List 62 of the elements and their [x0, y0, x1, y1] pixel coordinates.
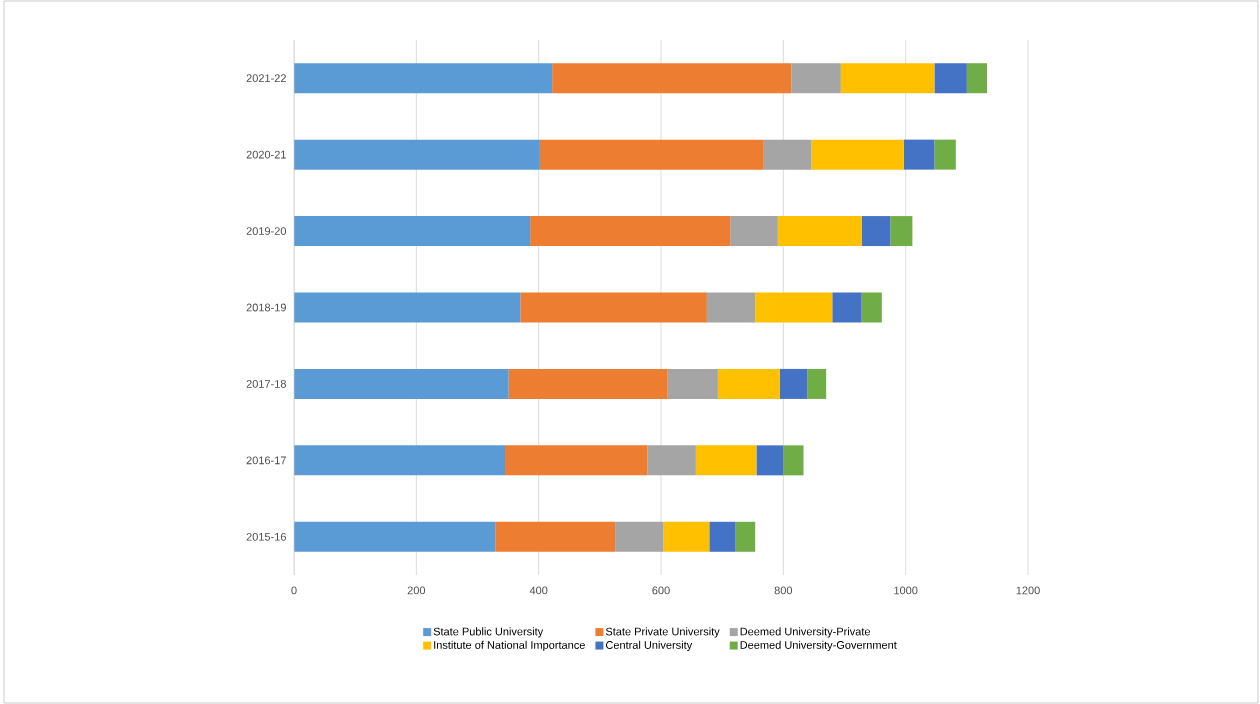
bar [861, 292, 882, 323]
bar [552, 63, 792, 94]
bar [539, 139, 764, 170]
bar [663, 521, 710, 552]
bar [706, 292, 756, 323]
y-tick-label: 2020-21 [246, 150, 286, 159]
bar [966, 63, 988, 94]
bar [294, 216, 531, 247]
bar [647, 445, 696, 476]
x-tick-label: 0 [291, 586, 297, 595]
bar [903, 139, 935, 170]
bar [294, 292, 521, 323]
bar [709, 521, 736, 552]
legend-label: State Public University [433, 627, 544, 638]
x-tick-label: 200 [407, 586, 426, 595]
bar [861, 216, 891, 247]
bar [294, 139, 540, 170]
bar [755, 292, 833, 323]
y-tick-label: 2015-16 [246, 532, 286, 541]
bar [763, 139, 812, 170]
legend-label: Institute of National Importance [434, 640, 585, 652]
legend-label: Deemed University-Private [740, 627, 871, 638]
bar [777, 216, 862, 247]
bar [811, 139, 904, 170]
bar [695, 445, 757, 476]
x-tick-label: 400 [529, 586, 548, 595]
bar [667, 368, 718, 399]
y-tick-label: 2018-19 [246, 303, 286, 312]
bar [530, 216, 731, 247]
bar [791, 63, 841, 94]
bar [294, 521, 496, 552]
x-tick-label: 800 [774, 586, 793, 595]
x-tick-label: 1200 [1016, 586, 1040, 595]
legend-label: Deemed University-Government [740, 640, 897, 652]
bar [783, 445, 804, 476]
bar [294, 368, 509, 399]
bar [505, 445, 648, 476]
bar [890, 216, 913, 247]
bar [934, 139, 956, 170]
bar [717, 368, 780, 399]
bar [807, 368, 827, 399]
y-tick-label: 2016-17 [246, 456, 286, 465]
bar [730, 216, 778, 247]
bar [779, 368, 808, 399]
bar [735, 521, 756, 552]
y-tick-label: 2019-20 [246, 227, 287, 235]
bar [934, 63, 967, 94]
x-tick-label: 1000 [894, 586, 918, 595]
bar [520, 292, 707, 323]
bar [294, 445, 506, 476]
bar [756, 445, 784, 476]
legend-label: Central University [605, 640, 693, 652]
bar [615, 521, 664, 552]
y-tick-label: 2021-22 [246, 74, 286, 83]
bar [294, 63, 553, 94]
legend-label: State Private University [605, 627, 720, 638]
bar [495, 521, 616, 552]
bar [508, 368, 668, 399]
x-tick-label: 600 [652, 586, 670, 595]
y-tick-label: 2017-18 [246, 380, 286, 388]
bar [832, 292, 862, 323]
bar [840, 63, 935, 94]
